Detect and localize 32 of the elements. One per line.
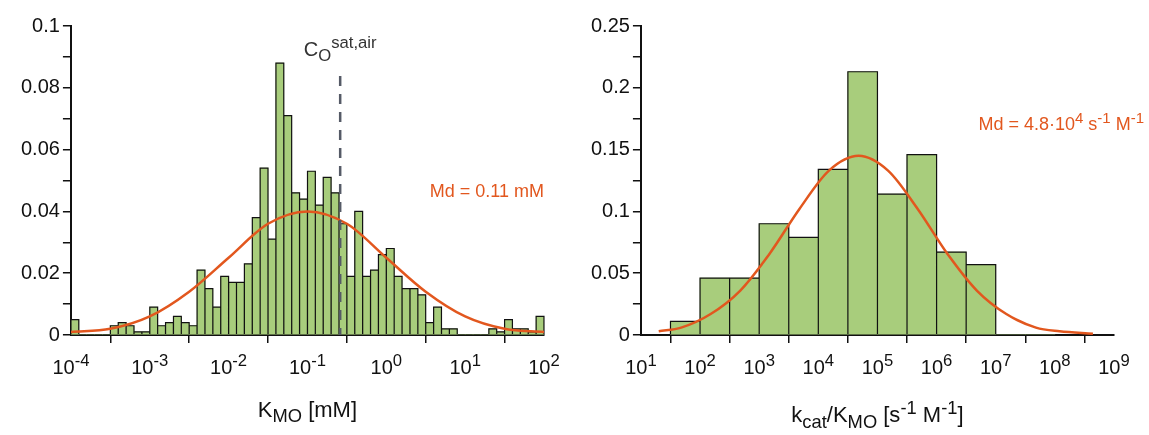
- x-tick-label: 10$^{-3}$: [131, 351, 169, 379]
- y-tick-label: 0.1: [602, 198, 630, 221]
- x-tick-label: 10$^{3}$: [743, 351, 775, 379]
- x-tick-label: 10$^{-2}$: [210, 351, 248, 379]
- annotation: Md = 4.8·10$^{4}$ s$^{-1}$ M$^{-1}$: [978, 109, 1144, 136]
- x-tick-label: 10$^{-4}$: [52, 351, 90, 379]
- y-tick-label: 0.25: [590, 13, 630, 36]
- y-tick-label: 0.1: [32, 13, 60, 36]
- y-tick-label: 0.06: [20, 137, 60, 160]
- y-tick-label: 0.05: [590, 260, 630, 283]
- x-tick-label: 10$^{-1}$: [288, 351, 326, 379]
- x-tick-label: 10$^{9}$: [1098, 351, 1130, 379]
- x-tick-label: 10$^{4}$: [802, 351, 835, 379]
- x-tick-label: 10$^{1}$: [449, 351, 481, 379]
- x-tick-label: 10$^{2}$: [528, 351, 560, 379]
- annotation: Md = 0.11 mM: [429, 180, 544, 202]
- x-tick-label: 10$^{5}$: [861, 351, 894, 379]
- y-tick-label: 0.02: [20, 260, 60, 283]
- x-tick-label: 10$^{1}$: [625, 351, 657, 379]
- y-tick-label: 0.08: [20, 75, 60, 98]
- text: k$_{cat}$/K$_{MO}$ [s$^{-1}$ M$^{-1}$]: [791, 397, 964, 432]
- x-tick-label: 10$^{8}$: [1039, 351, 1071, 379]
- x-tick-label: 10$^{2}$: [684, 351, 716, 379]
- y-tick-label: 0.04: [20, 198, 60, 221]
- y-tick-label: 0: [618, 322, 630, 345]
- x-tick-label: 10$^{0}$: [370, 351, 403, 379]
- x-tick-label: 10$^{7}$: [979, 351, 1012, 379]
- y-tick-label: 0: [48, 322, 60, 345]
- y-tick-label: 0.2: [602, 75, 630, 98]
- y-tick-label: 0.15: [590, 137, 630, 160]
- x-axis-title: K$_{MO}$ [mM]: [257, 397, 358, 428]
- x-tick-label: 10$^{6}$: [920, 351, 953, 379]
